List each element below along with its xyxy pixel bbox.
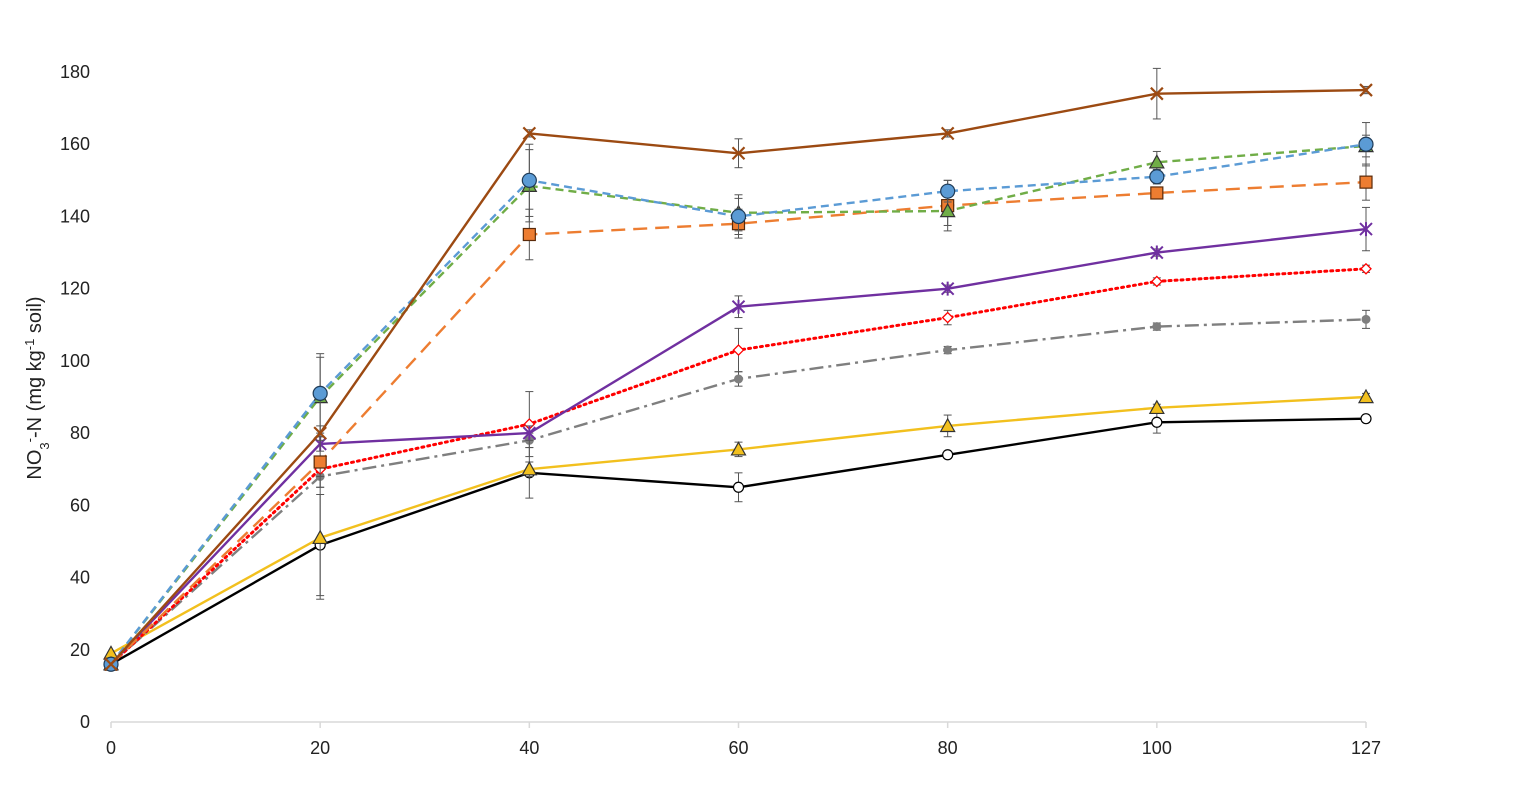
data-point: [312, 529, 329, 545]
data-point: [943, 345, 953, 355]
data-point: [522, 126, 537, 141]
y-tick-label: 0: [80, 712, 90, 732]
data-point: [1357, 388, 1375, 404]
series-5: [104, 206, 1373, 672]
data-point: [1359, 175, 1373, 189]
y-axis-title: NO3--N (mg kg-1 soil): [22, 296, 52, 479]
data-point: [1150, 245, 1164, 260]
y-tick-label: 120: [60, 279, 90, 299]
data-point: [1148, 154, 1165, 169]
data-point: [734, 374, 743, 384]
data-point: [1359, 83, 1373, 97]
x-axis-ticks: [110, 722, 1367, 728]
y-tick-label: 140: [60, 206, 90, 226]
data-point: [1150, 86, 1164, 101]
y-tick-label: 100: [60, 351, 90, 371]
data-point: [312, 385, 328, 401]
data-point: [1359, 222, 1373, 237]
data-point: [940, 183, 956, 199]
data-point: [522, 426, 537, 441]
y-tick-label: 180: [60, 62, 90, 82]
data-point: [1358, 136, 1374, 152]
x-axis-tick-labels: 0 20 40 60 80 100 127: [106, 738, 1381, 758]
data-point: [1151, 416, 1163, 428]
data-point: [940, 281, 955, 296]
x-tick-label: 60: [728, 738, 748, 758]
series-9: [104, 67, 1373, 671]
data-point: [1361, 314, 1371, 324]
data-point: [1360, 413, 1372, 425]
data-point: [939, 202, 956, 218]
data-point: [1150, 186, 1164, 200]
series-line: [110, 395, 1367, 655]
data-point: [521, 172, 537, 188]
x-tick-label: 40: [519, 738, 539, 758]
data-point: [313, 455, 327, 469]
y-tick-label: 160: [60, 134, 90, 154]
series-6: [104, 163, 1373, 671]
data-point: [1150, 275, 1163, 288]
data-point: [942, 449, 954, 461]
series-4: [105, 262, 1372, 671]
data-point: [1149, 169, 1165, 185]
x-tick-label: 127: [1351, 738, 1381, 758]
data-point: [732, 481, 745, 493]
y-tick-label: 60: [70, 495, 90, 515]
data-point: [730, 441, 747, 456]
data-point: [313, 426, 327, 440]
data-point: [104, 657, 118, 671]
x-tick-label: 0: [106, 738, 116, 758]
data-point: [732, 344, 745, 356]
data-point: [1148, 399, 1165, 415]
series-2: [102, 388, 1375, 660]
data-point: [941, 311, 954, 324]
x-tick-label: 20: [310, 738, 330, 758]
series-8: [103, 122, 1374, 672]
data-point: [731, 299, 746, 314]
data-point: [730, 208, 747, 225]
data-point: [522, 227, 536, 242]
y-tick-label: 80: [70, 423, 90, 443]
y-axis-tick-labels: 0 20 40 60 80 100 120 140 160 180: [60, 62, 90, 732]
data-point: [939, 417, 956, 433]
series-layer: [102, 67, 1375, 672]
x-tick-label: 80: [938, 738, 958, 758]
data-point: [521, 460, 538, 476]
data-point: [1152, 322, 1162, 332]
x-tick-label: 100: [1142, 738, 1172, 758]
y-tick-label: 20: [70, 640, 90, 660]
data-point: [940, 126, 955, 141]
data-point: [731, 146, 746, 161]
y-tick-label: 40: [70, 568, 90, 588]
data-point: [1360, 262, 1372, 275]
